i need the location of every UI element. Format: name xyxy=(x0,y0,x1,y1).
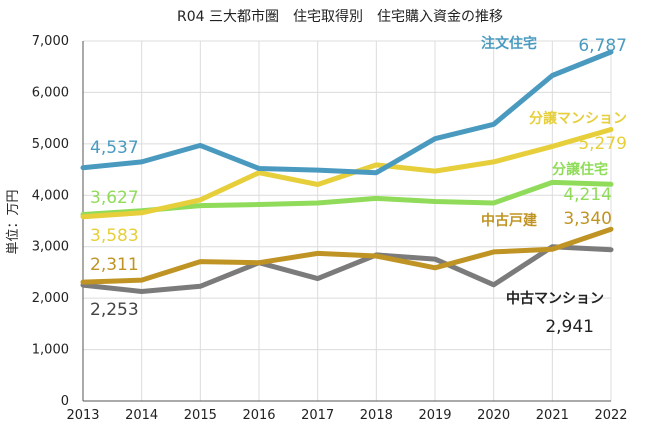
x-tick-label: 2020 xyxy=(477,408,510,423)
data-labels: 注文住宅 4,537 6,787 分譲マンション 3,583 5,279 分譲住宅 3,627… xyxy=(90,35,627,337)
y-tick-label: 6,000 xyxy=(32,85,69,100)
data-label-4-0: 2,253 xyxy=(90,300,139,320)
x-tick-label: 2022 xyxy=(594,408,627,423)
y-tick-label: 0 xyxy=(61,394,69,409)
series-line-4 xyxy=(80,244,614,294)
data-label-3-0: 2,311 xyxy=(90,255,139,275)
y-axis-label: 単位：万円 xyxy=(5,189,21,254)
series-line-1 xyxy=(80,127,614,220)
chart-title: R04 三大都市圏 住宅取得別 住宅購入資金の推移 xyxy=(177,8,503,25)
x-tick-label: 2018 xyxy=(360,408,393,423)
series-name-0: 注文住宅 xyxy=(481,35,537,52)
x-tick-label: 2014 xyxy=(125,408,158,423)
series-name-4: 中古マンション xyxy=(506,290,604,307)
x-tick-label: 2017 xyxy=(301,408,334,423)
series-lines xyxy=(80,49,614,294)
y-tick-label: 1,000 xyxy=(32,343,69,358)
y-tick-label: 3,000 xyxy=(32,240,69,255)
data-label-2-0: 3,627 xyxy=(90,188,139,208)
data-label-4-1: 2,941 xyxy=(545,317,594,337)
series-line-3 xyxy=(80,226,614,285)
data-label-2-1: 4,214 xyxy=(563,185,612,205)
series-name-1: 分譲マンション xyxy=(529,110,627,127)
y-tick-label: 7,000 xyxy=(32,34,69,49)
x-tick-label: 2021 xyxy=(536,408,569,423)
x-tick-label: 2019 xyxy=(418,408,451,423)
axes: 0 1,000 2,000 3,000 4,000 5,000 6,000 7,000 2013… xyxy=(32,34,628,423)
data-label-3-1: 3,340 xyxy=(563,209,612,229)
y-tick-label: 5,000 xyxy=(32,137,69,152)
data-label-0-1: 6,787 xyxy=(578,36,627,56)
series-name-2: 分譲住宅 xyxy=(552,161,608,178)
x-tick-label: 2013 xyxy=(66,408,99,423)
y-tick-label: 2,000 xyxy=(32,291,69,306)
y-tick-label: 4,000 xyxy=(32,188,69,203)
series-line-0 xyxy=(80,49,614,176)
data-label-1-1: 5,279 xyxy=(578,134,627,154)
gridlines xyxy=(82,40,612,402)
data-label-0-0: 4,537 xyxy=(90,138,139,158)
x-tick-label: 2016 xyxy=(242,408,275,423)
data-label-1-0: 3,583 xyxy=(90,226,139,246)
x-tick-label: 2015 xyxy=(184,408,217,423)
series-name-3: 中古戸建 xyxy=(481,212,537,229)
